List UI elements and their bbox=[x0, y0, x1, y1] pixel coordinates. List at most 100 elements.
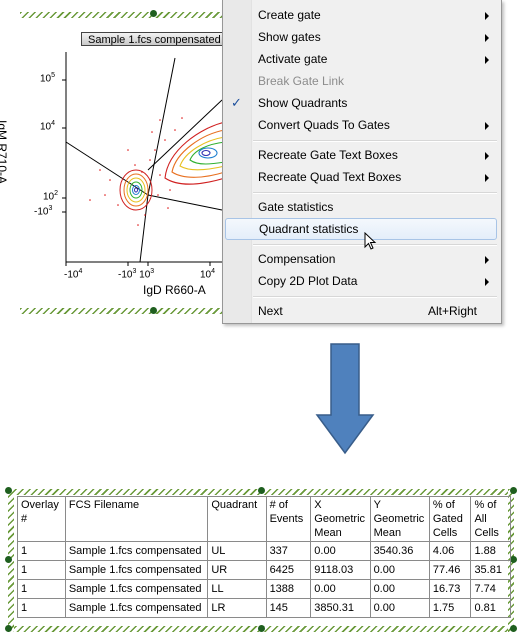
table-cell: 0.00 bbox=[369, 598, 430, 618]
menu-item-break-gate-link: Break Gate Link bbox=[225, 70, 497, 92]
menu-item-show-gates[interactable]: Show gates bbox=[225, 26, 497, 48]
menu-item-recreate-gate-text-boxes[interactable]: Recreate Gate Text Boxes bbox=[225, 144, 497, 166]
menu-item-compensation[interactable]: Compensation bbox=[225, 248, 497, 270]
menu-item-quadrant-statistics[interactable]: Quadrant statistics bbox=[225, 218, 497, 240]
submenu-arrow-icon bbox=[485, 34, 489, 42]
menu-item-label: Show Quadrants bbox=[258, 96, 348, 110]
column-header: % of Gated Cells bbox=[428, 496, 472, 542]
down-arrow-icon bbox=[315, 343, 375, 455]
column-header: Overlay # bbox=[17, 496, 66, 542]
submenu-arrow-icon bbox=[485, 152, 489, 160]
context-menu: Create gate Show gates Activate gate Bre… bbox=[222, 0, 502, 324]
quadrant-statistics-table[interactable]: Overlay # FCS Filename Quadrant # of Eve… bbox=[17, 496, 511, 618]
menu-separator bbox=[253, 192, 497, 194]
mouse-pointer-icon bbox=[364, 232, 377, 250]
submenu-arrow-icon bbox=[485, 278, 489, 286]
resize-handle[interactable] bbox=[510, 556, 517, 563]
submenu-arrow-icon bbox=[485, 56, 489, 64]
x-tick-label: -103 103 bbox=[118, 268, 155, 281]
population-ur bbox=[164, 121, 226, 185]
menu-item-label: Break Gate Link bbox=[258, 74, 345, 88]
y-tick-label: 102 bbox=[43, 190, 59, 203]
table-cell: 1388 bbox=[265, 579, 312, 599]
y-axis-title: IgM R710-A bbox=[0, 119, 10, 185]
table-cell: 77.46 bbox=[428, 560, 472, 580]
column-header: Y Geometric Mean bbox=[369, 496, 430, 542]
table-cell: UL bbox=[207, 541, 267, 561]
menu-item-label: Compensation bbox=[258, 252, 336, 266]
table-cell: 0.00 bbox=[310, 579, 371, 599]
submenu-arrow-icon bbox=[485, 174, 489, 182]
resize-handle[interactable] bbox=[510, 625, 517, 632]
menu-item-label: Create gate bbox=[258, 8, 321, 22]
resize-handle[interactable] bbox=[510, 487, 517, 494]
menu-item-label: Activate gate bbox=[258, 52, 328, 66]
menu-item-label: Next bbox=[258, 304, 283, 318]
checkmark-icon: ✓ bbox=[231, 95, 242, 110]
table-cell: 0.00 bbox=[369, 579, 430, 599]
column-header: % of All Cells bbox=[470, 496, 511, 542]
menu-item-show-quadrants[interactable]: ✓ Show Quadrants bbox=[225, 92, 497, 114]
menu-item-gate-statistics[interactable]: Gate statistics bbox=[225, 196, 497, 218]
menu-item-create-gate[interactable]: Create gate bbox=[225, 4, 497, 26]
table-cell: Sample 1.fcs compensated bbox=[64, 579, 209, 599]
table-cell: 4.06 bbox=[428, 541, 472, 561]
resize-handle[interactable] bbox=[150, 307, 157, 314]
resize-handle[interactable] bbox=[5, 625, 12, 632]
quadrant-line-horizontal bbox=[65, 141, 149, 196]
table-cell: 1 bbox=[17, 598, 66, 618]
resize-handle[interactable] bbox=[5, 556, 12, 563]
menu-item-activate-gate[interactable]: Activate gate bbox=[225, 48, 497, 70]
column-header: X Geometric Mean bbox=[310, 496, 371, 542]
table-cell: 1.88 bbox=[470, 541, 511, 561]
table-cell: LR bbox=[207, 598, 267, 618]
menu-separator bbox=[253, 140, 497, 142]
table-row: 1 Sample 1.fcs compensated LR 145 3850.3… bbox=[17, 598, 511, 618]
plot-tag[interactable]: Sample 1.fcs compensated bbox=[81, 32, 223, 46]
population-ll bbox=[119, 169, 153, 211]
x-tick-label: 104 bbox=[200, 268, 216, 281]
menu-item-convert-quads-to-gates[interactable]: Convert Quads To Gates bbox=[225, 114, 497, 136]
table-cell: Sample 1.fcs compensated bbox=[64, 598, 209, 618]
quadrant-line-vertical bbox=[147, 57, 176, 196]
table-cell: Sample 1.fcs compensated bbox=[64, 560, 209, 580]
y-tick-label: 104 bbox=[40, 120, 56, 133]
table-cell: 145 bbox=[265, 598, 312, 618]
event-dots bbox=[89, 117, 183, 226]
menu-item-label: Quadrant statistics bbox=[259, 222, 359, 236]
table-cell: 3540.36 bbox=[369, 541, 430, 561]
table-cell: Sample 1.fcs compensated bbox=[64, 541, 209, 561]
table-cell: 6425 bbox=[265, 560, 312, 580]
x-tick-label: -104 bbox=[64, 268, 83, 281]
submenu-arrow-icon bbox=[485, 12, 489, 20]
shortcut-label: Alt+Right bbox=[427, 304, 477, 318]
table-row: 1 Sample 1.fcs compensated UR 6425 9118.… bbox=[17, 560, 511, 580]
table-cell: 7.74 bbox=[470, 579, 511, 599]
table-cell: 0.00 bbox=[369, 560, 430, 580]
resize-handle[interactable] bbox=[150, 10, 157, 17]
table-cell: 1.75 bbox=[428, 598, 472, 618]
y-tick-label: -103 bbox=[34, 205, 53, 218]
menu-item-copy-2d-plot-data[interactable]: Copy 2D Plot Data bbox=[225, 270, 497, 292]
submenu-arrow-icon bbox=[485, 122, 489, 130]
table-row: 1 Sample 1.fcs compensated UL 337 0.00 3… bbox=[17, 541, 511, 561]
menu-item-label: Gate statistics bbox=[258, 200, 334, 214]
table-cell: LL bbox=[207, 579, 267, 599]
menu-item-label: Convert Quads To Gates bbox=[258, 118, 390, 132]
resize-handle[interactable] bbox=[258, 625, 265, 632]
column-header: # of Events bbox=[265, 496, 312, 542]
menu-item-recreate-quad-text-boxes[interactable]: Recreate Quad Text Boxes bbox=[225, 166, 497, 188]
table-cell: 9118.03 bbox=[310, 560, 371, 580]
menu-item-next[interactable]: Next Alt+Right bbox=[225, 300, 497, 322]
dot-plot[interactable]: Sample 1.fcs compensated bbox=[0, 0, 240, 320]
selection-frame-top bbox=[20, 12, 222, 18]
resize-handle[interactable] bbox=[5, 487, 12, 494]
table-cell: 0.00 bbox=[310, 541, 371, 561]
table-row: 1 Sample 1.fcs compensated LL 1388 0.00 … bbox=[17, 579, 511, 599]
table-cell: 1 bbox=[17, 579, 66, 599]
table-cell: 35.81 bbox=[470, 560, 511, 580]
resize-handle[interactable] bbox=[258, 487, 265, 494]
column-header: Quadrant bbox=[207, 496, 267, 542]
table-cell: 0.81 bbox=[470, 598, 511, 618]
menu-separator bbox=[253, 296, 497, 298]
